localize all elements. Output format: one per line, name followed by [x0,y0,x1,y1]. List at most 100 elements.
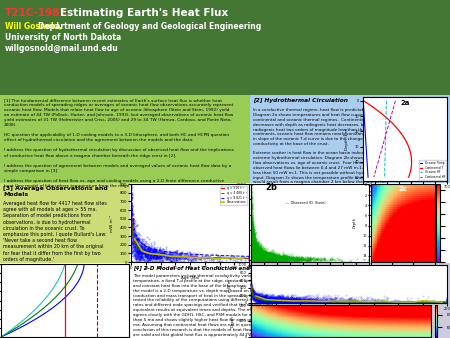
Point [344,297,351,303]
Point [248,195,256,200]
Point [298,256,305,262]
Point [279,300,287,306]
Point [271,298,279,304]
Point [260,256,267,261]
Point [257,250,264,256]
Point [278,293,285,299]
Point [296,256,303,262]
Point [262,254,269,259]
Point [268,255,275,260]
Point [249,238,256,243]
Point [251,245,258,250]
Point [257,248,264,254]
Point [288,299,295,304]
Point [160,250,167,256]
Point [315,256,322,261]
Point [256,296,263,302]
Point [295,298,302,303]
Point [191,256,198,262]
Point [329,300,336,306]
Point [252,259,259,264]
Point [248,214,255,219]
Point [443,300,450,306]
Point [258,249,265,254]
Point [328,299,335,305]
Point [256,295,264,301]
Point [255,255,262,260]
Point [129,208,136,213]
Point [262,254,270,260]
Y-axis label: Depth: Depth [353,218,357,228]
Point [256,258,263,263]
Point [285,258,292,263]
Point [251,242,258,247]
Point [285,255,292,260]
Point [261,253,268,258]
Point [269,256,276,262]
Point [137,256,144,262]
Point [367,299,374,305]
Point [149,256,157,261]
Point [271,297,278,303]
Point [268,297,275,303]
Point [274,255,282,260]
Point [144,246,151,251]
Point [250,255,257,261]
Point [248,287,256,292]
Point [264,256,271,261]
Point [266,300,273,306]
Point [278,256,285,261]
Point [248,181,255,187]
Point [168,259,176,264]
Point [268,254,275,260]
Point [161,250,168,255]
Point [303,254,310,259]
Point [257,251,265,256]
Point [300,300,307,306]
Point [282,300,289,306]
Point [129,234,136,240]
Point [249,224,256,230]
Point [260,255,267,261]
Point [251,260,258,266]
Point [249,258,256,263]
Point [249,233,256,239]
Point [256,253,263,259]
Point [251,252,258,258]
Point [265,251,272,257]
Point [214,256,221,261]
Point [271,298,279,303]
Point [271,300,279,306]
Point [262,251,269,256]
Point [313,298,320,303]
Point [258,261,265,266]
Point [267,295,274,300]
Point [259,295,266,301]
Point [248,251,255,257]
Point [252,299,260,305]
Point [264,300,271,305]
Point [248,243,255,248]
Point [265,295,272,301]
Point [250,293,257,298]
Point [256,298,264,304]
Point [292,255,300,260]
Point [171,249,178,255]
Point [255,299,262,304]
Point [156,252,163,257]
Point [253,256,261,261]
Point [291,300,298,306]
Point [135,235,142,241]
Point [273,294,280,299]
Point [253,242,261,247]
Point [128,181,135,187]
Point [275,255,283,261]
Point [258,250,265,255]
Point [315,256,322,262]
Point [281,297,288,302]
Point [302,298,309,304]
Point [130,236,137,241]
Point [132,237,140,242]
Point [251,257,258,262]
Point [144,257,151,262]
